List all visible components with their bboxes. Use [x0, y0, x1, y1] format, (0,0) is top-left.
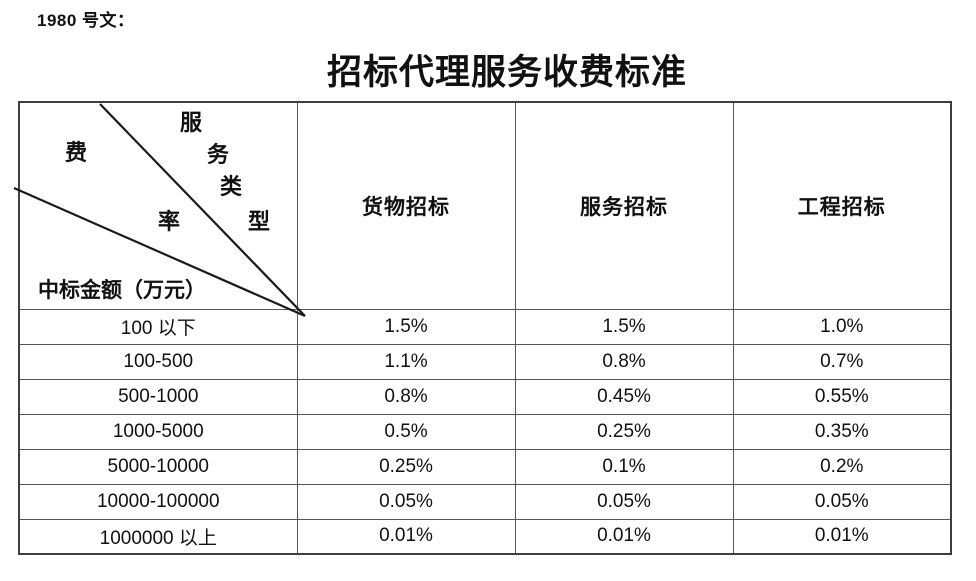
amount-range-cell: 1000-5000: [18, 413, 298, 450]
title-container: 招标代理服务收费标准: [38, 44, 976, 95]
rate-cell: 0.05%: [296, 483, 516, 520]
rate-cell: 0.01%: [514, 518, 734, 555]
corner-label-service-type-char-2: 务: [207, 142, 230, 167]
rate-cell: 0.01%: [732, 518, 952, 555]
fee-standard-table: 服 务 类 型 费 率 中标金额（万元） 货物招标 服务招标 工程招标 100 …: [13, 101, 952, 555]
column-header-goods-bidding: 货物招标: [296, 101, 516, 310]
rate-cell: 1.5%: [514, 308, 734, 345]
table-row: 100 以下 1.5% 1.5% 1.0%: [18, 308, 952, 345]
rate-cell: 0.1%: [514, 448, 734, 485]
rate-cell: 0.25%: [514, 413, 734, 450]
rate-cell: 0.25%: [296, 448, 516, 485]
table-row: 1000000 以上 0.01% 0.01% 0.01%: [18, 518, 952, 555]
table-header-row: 服 务 类 型 费 率 中标金额（万元） 货物招标 服务招标 工程招标: [13, 101, 952, 318]
rate-cell: 1.0%: [732, 308, 952, 345]
corner-label-service-type-char-4: 型: [248, 209, 271, 234]
rate-cell: 0.45%: [514, 378, 734, 415]
corner-label-rate-char-2: 率: [158, 209, 181, 234]
corner-label-service-type-char-3: 类: [220, 174, 243, 199]
rate-cell: 0.7%: [732, 343, 952, 380]
amount-range-cell: 100-500: [18, 343, 298, 380]
rate-cell: 1.5%: [296, 308, 516, 345]
rate-cell: 0.8%: [296, 378, 516, 415]
amount-range-cell: 1000000 以上: [18, 518, 298, 555]
page-title: 招标代理服务收费标准: [326, 53, 687, 92]
document-ref-label: 1980 号文：: [37, 11, 135, 30]
rate-cell: 0.01%: [296, 518, 516, 555]
table-row: 1000-5000 0.5% 0.25% 0.35%: [18, 413, 952, 450]
table-row: 10000-100000 0.05% 0.05% 0.05%: [18, 483, 952, 520]
table-row: 100-500 1.1% 0.8% 0.7%: [18, 343, 952, 380]
table-row: 5000-10000 0.25% 0.1% 0.2%: [18, 448, 952, 485]
rate-cell: 0.35%: [732, 413, 952, 450]
corner-label-rate-char-1: 费: [65, 140, 88, 165]
corner-label-service-type-char-1: 服: [180, 110, 203, 135]
column-header-service-bidding: 服务招标: [514, 101, 734, 310]
amount-range-cell: 500-1000: [18, 378, 298, 415]
corner-label-amount: 中标金额（万元）: [38, 278, 206, 302]
rate-cell: 1.1%: [296, 343, 516, 380]
rate-cell: 0.8%: [514, 343, 734, 380]
rate-cell: 0.5%: [296, 413, 516, 450]
rate-cell: 0.2%: [732, 448, 952, 485]
rate-cell: 0.05%: [514, 483, 734, 520]
amount-range-cell: 100 以下: [18, 308, 298, 345]
amount-range-cell: 5000-10000: [18, 448, 298, 485]
column-header-engineering-bidding: 工程招标: [732, 101, 952, 310]
diagonal-divider-lines: [13, 103, 306, 318]
amount-range-cell: 10000-100000: [18, 483, 298, 520]
rate-cell: 0.55%: [732, 378, 952, 415]
rate-cell: 0.05%: [732, 483, 952, 520]
diagonal-corner-cell: 服 务 类 型 费 率 中标金额（万元）: [13, 101, 306, 318]
table-row: 500-1000 0.8% 0.45% 0.55%: [18, 378, 952, 415]
